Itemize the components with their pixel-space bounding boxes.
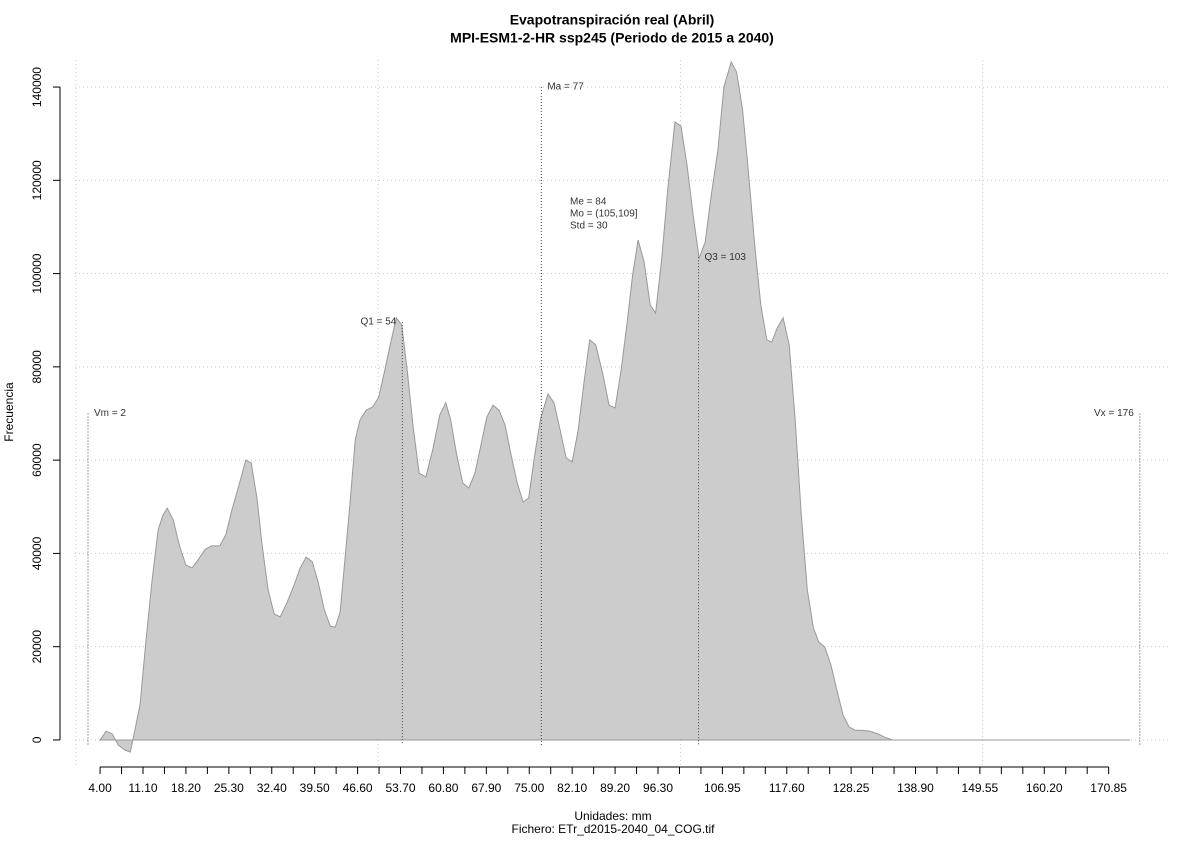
x-tick-label: 149.55: [962, 781, 999, 795]
y-tick-label: 120000: [30, 160, 44, 200]
x-tick-label: 75.00: [514, 781, 544, 795]
x-tick-label: 128.25: [833, 781, 870, 795]
x-tick-label: 39.50: [300, 781, 330, 795]
x-tick-label: 170.85: [1090, 781, 1127, 795]
y-tick-label: 0: [30, 736, 44, 743]
x-tick-label: 89.20: [600, 781, 630, 795]
x-tick-label: 18.20: [171, 781, 201, 795]
x-tick-label: 82.10: [557, 781, 587, 795]
x-tick-label: 96.30: [643, 781, 673, 795]
chart-subtitle: MPI-ESM1-2-HR ssp245 (Periodo de 2015 a …: [450, 30, 774, 46]
y-tick-label: 40000: [30, 536, 44, 570]
x-tick-label: 117.60: [769, 781, 805, 795]
x-tick-label: 60.80: [428, 781, 458, 795]
stat-label: Mo = (105,109]: [570, 209, 638, 220]
chart-title: Evapotranspiración real (Abril): [510, 12, 715, 28]
marker-label: Q3 = 103: [705, 252, 747, 263]
y-tick-label: 60000: [30, 443, 44, 477]
x-tick-label: 25.30: [214, 781, 244, 795]
marker-label: Ma = 77: [547, 82, 584, 93]
y-tick-label: 100000: [30, 253, 44, 293]
marker-label: Q1 = 54: [360, 317, 396, 328]
y-tick-label: 80000: [30, 350, 44, 384]
x-tick-label: 138.90: [897, 781, 934, 795]
x-tick-label: 67.90: [471, 781, 501, 795]
marker-label: Vm = 2: [94, 408, 126, 419]
marker-label: Vx = 176: [1094, 408, 1134, 419]
y-tick-label: 140000: [30, 67, 44, 107]
stat-label: Std = 30: [570, 221, 608, 232]
x-tick-label: 106.95: [704, 781, 741, 795]
x-tick-label: 11.10: [128, 781, 157, 795]
y-axis-label: Frecuencia: [2, 382, 16, 442]
stat-label: Me = 84: [570, 197, 607, 208]
density-area: [99, 60, 1130, 753]
x-tick-label: 4.00: [88, 781, 112, 795]
caption: Fichero: ETr_d2015-2040_04_COG.tif: [512, 822, 716, 836]
x-axis-label: Unidades: mm: [574, 809, 651, 823]
x-tick-label: 53.70: [385, 781, 415, 795]
x-tick-label: 160.20: [1026, 781, 1063, 795]
y-tick-label: 20000: [30, 630, 44, 664]
x-tick-label: 46.60: [343, 781, 373, 795]
x-tick-label: 32.40: [257, 781, 287, 795]
